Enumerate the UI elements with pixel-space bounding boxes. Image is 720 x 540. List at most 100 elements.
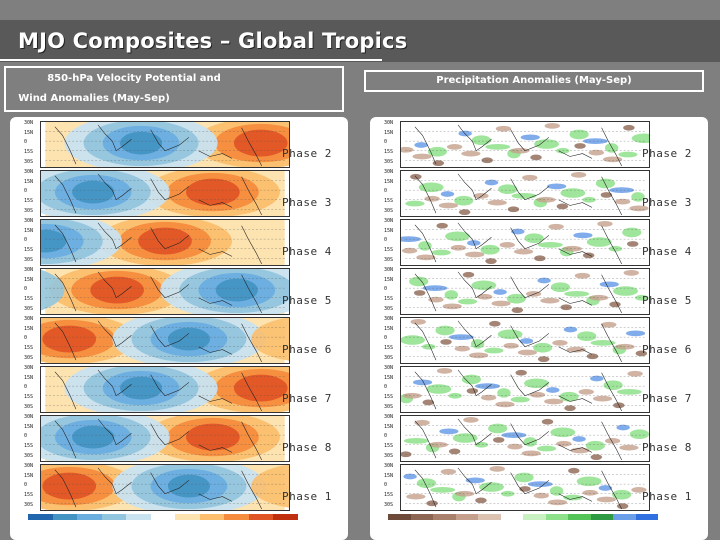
latitude-labels: 30N 15N 0 15S 30S — [24, 169, 40, 217]
phase-label: Phase 7 — [282, 392, 332, 405]
latitude-tick-label: 15N — [24, 374, 34, 381]
latitude-tick-label: 30S — [24, 354, 34, 361]
latitude-labels: 30N 15N 0 15S 30S — [384, 120, 400, 168]
latitude-tick-label: 0 — [24, 335, 28, 342]
phase-label: Phase 6 — [282, 343, 332, 356]
latitude-tick-label: 0 — [24, 286, 28, 293]
phase-label: Phase 1 — [282, 490, 332, 503]
latitude-tick-label: 30N — [384, 365, 394, 371]
velocity-header-box: 850-hPa Velocity Potential and Wind Anom… — [4, 66, 344, 112]
colorbar-swatch — [248, 514, 274, 520]
latitude-tick-label: 30N — [24, 218, 34, 224]
latitude-tick-label: 30S — [384, 403, 394, 410]
latitude-tick-label: 30N — [24, 365, 34, 371]
latitude-tick-label: 15N — [24, 423, 34, 430]
latitude-tick-label: 30N — [384, 169, 394, 175]
latitude-tick-label: 30S — [384, 305, 394, 312]
colorbar-swatch — [224, 514, 249, 520]
velocity-potential-panel: 30N 15N 0 15S 30S Phase 2 30N 15N 0 15S 30S Phase 3… — [10, 117, 348, 540]
latitude-tick-label: 15S — [384, 443, 394, 450]
precip-map — [400, 464, 650, 511]
latitude-labels: 30N 15N 0 15S 30S — [24, 218, 40, 266]
latitude-tick-label: 0 — [384, 384, 388, 391]
precip-colorbar — [388, 514, 658, 520]
velocity-map — [40, 415, 290, 462]
latitude-tick-label: 30N — [384, 267, 394, 273]
latitude-tick-label: 15S — [384, 198, 394, 205]
latitude-tick-label: 15S — [24, 394, 34, 401]
colorbar-swatch — [273, 514, 299, 520]
latitude-tick-label: 30N — [24, 414, 34, 420]
precipitation-panel: 30N 15N 0 15S 30S Phase 2 30N 15N 0 15S 30S Phase 3… — [370, 117, 708, 540]
colorbar-swatch — [199, 514, 225, 520]
latitude-tick-label: 30N — [384, 316, 394, 322]
latitude-labels: 30N 15N 0 15S 30S — [24, 120, 40, 168]
latitude-tick-label: 30S — [384, 256, 394, 263]
latitude-tick-label: 30S — [24, 256, 34, 263]
latitude-tick-label: 30N — [24, 316, 34, 322]
latitude-tick-label: 30S — [24, 305, 34, 312]
precip-map — [400, 268, 650, 315]
latitude-tick-label: 30N — [384, 218, 394, 224]
phase-label: Phase 8 — [282, 441, 332, 454]
latitude-tick-label: 15N — [24, 325, 34, 332]
precip-map — [400, 415, 650, 462]
latitude-tick-label: 30N — [384, 120, 394, 126]
latitude-tick-label: 0 — [384, 188, 388, 195]
latitude-tick-label: 15S — [24, 198, 34, 205]
latitude-tick-label: 0 — [24, 139, 28, 146]
latitude-tick-label: 30S — [24, 158, 34, 165]
latitude-tick-label: 15S — [24, 492, 34, 499]
precip-map — [400, 366, 650, 413]
latitude-tick-label: 30S — [24, 452, 34, 459]
latitude-tick-label: 15S — [24, 149, 34, 156]
latitude-tick-label: 30S — [24, 207, 34, 214]
latitude-tick-label: 30N — [24, 169, 34, 175]
latitude-tick-label: 15S — [384, 247, 394, 254]
latitude-tick-label: 15N — [384, 276, 394, 283]
colorbar-swatch — [126, 514, 151, 520]
latitude-tick-label: 30N — [384, 463, 394, 469]
latitude-tick-label: 0 — [384, 335, 388, 342]
latitude-labels: 30N 15N 0 15S 30S — [24, 414, 40, 462]
latitude-tick-label: 0 — [24, 384, 28, 391]
latitude-tick-label: 15N — [384, 129, 394, 136]
velocity-map — [40, 317, 290, 364]
colorbar-swatch — [52, 514, 78, 520]
latitude-labels: 30N 15N 0 15S 30S — [24, 267, 40, 315]
latitude-tick-label: 0 — [24, 237, 28, 244]
colorbar-swatch — [613, 514, 636, 520]
colorbar-swatch — [433, 514, 456, 520]
latitude-tick-label: 15N — [384, 472, 394, 479]
colorbar-swatch — [150, 514, 176, 520]
velocity-colorbar — [28, 514, 299, 520]
colorbar-swatch — [545, 514, 568, 520]
latitude-labels: 30N 15N 0 15S 30S — [384, 365, 400, 413]
latitude-tick-label: 15N — [384, 227, 394, 234]
colorbar-swatch — [28, 514, 53, 520]
precip-header-box: Precipitation Anomalies (May-Sep) — [364, 70, 704, 92]
velocity-map — [40, 366, 290, 413]
latitude-tick-label: 0 — [384, 139, 388, 146]
phase-label: Phase 5 — [282, 294, 332, 307]
colorbar-swatch — [77, 514, 102, 520]
latitude-tick-label: 30N — [24, 267, 34, 273]
colorbar-swatch — [523, 514, 546, 520]
velocity-map — [40, 464, 290, 511]
latitude-tick-label: 30N — [24, 463, 34, 469]
latitude-tick-label: 30S — [384, 207, 394, 214]
latitude-tick-label: 0 — [24, 188, 28, 195]
velocity-map — [40, 219, 290, 266]
phase-label: Phase 1 — [642, 490, 692, 503]
latitude-tick-label: 0 — [24, 433, 28, 440]
latitude-tick-label: 15S — [24, 247, 34, 254]
latitude-tick-label: 0 — [384, 286, 388, 293]
velocity-header-line2: Wind Anomalies (May-Sep) — [18, 93, 170, 104]
latitude-labels: 30N 15N 0 15S 30S — [384, 267, 400, 315]
precip-map — [400, 170, 650, 217]
latitude-tick-label: 15N — [24, 227, 34, 234]
precip-header-label: Precipitation Anomalies (May-Sep) — [436, 75, 632, 86]
latitude-tick-label: 0 — [384, 482, 388, 489]
latitude-tick-label: 15N — [384, 325, 394, 332]
colorbar-swatch — [635, 514, 658, 520]
